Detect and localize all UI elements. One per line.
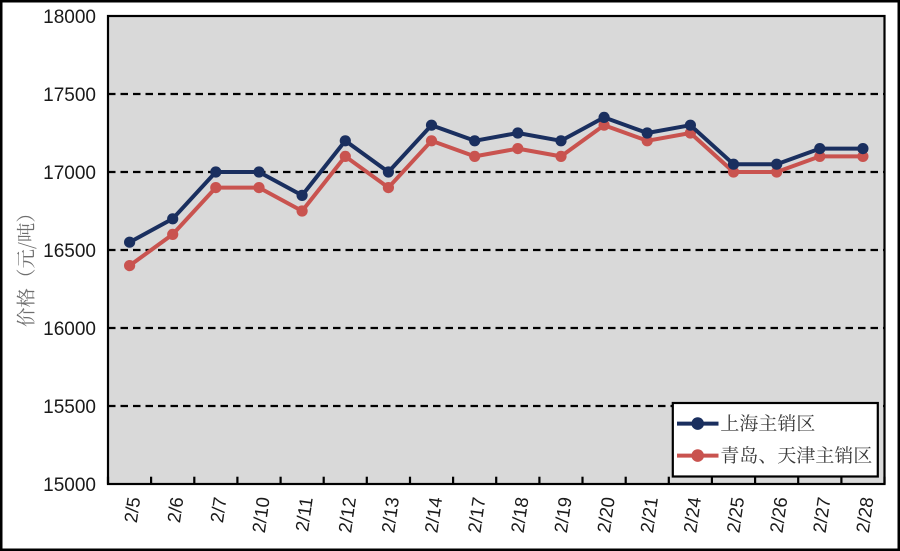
svg-text:17500: 17500 <box>43 85 96 106</box>
svg-text:2/14: 2/14 <box>420 496 446 535</box>
svg-text:16000: 16000 <box>43 319 96 340</box>
svg-text:2/19: 2/19 <box>550 496 576 535</box>
svg-text:2/28: 2/28 <box>852 496 878 535</box>
svg-text:2/27: 2/27 <box>809 496 835 535</box>
svg-text:2/11: 2/11 <box>291 496 317 533</box>
svg-text:2/17: 2/17 <box>464 496 490 535</box>
svg-text:2/25: 2/25 <box>722 496 748 535</box>
svg-text:2/7: 2/7 <box>206 496 230 524</box>
svg-text:15500: 15500 <box>43 397 96 418</box>
svg-text:2/12: 2/12 <box>334 496 360 535</box>
svg-text:2/6: 2/6 <box>163 496 187 524</box>
svg-text:2/13: 2/13 <box>377 496 403 535</box>
svg-text:2/10: 2/10 <box>248 496 274 535</box>
svg-text:2/5: 2/5 <box>120 496 144 524</box>
svg-text:2/20: 2/20 <box>593 496 619 535</box>
svg-text:2/26: 2/26 <box>766 496 792 535</box>
svg-text:16500: 16500 <box>43 241 96 262</box>
svg-text:17000: 17000 <box>43 163 96 184</box>
svg-text:15000: 15000 <box>43 475 96 496</box>
svg-text:2/18: 2/18 <box>507 496 533 535</box>
svg-text:2/21: 2/21 <box>636 496 662 535</box>
svg-text:18000: 18000 <box>43 7 96 28</box>
svg-text:2/24: 2/24 <box>679 496 705 535</box>
